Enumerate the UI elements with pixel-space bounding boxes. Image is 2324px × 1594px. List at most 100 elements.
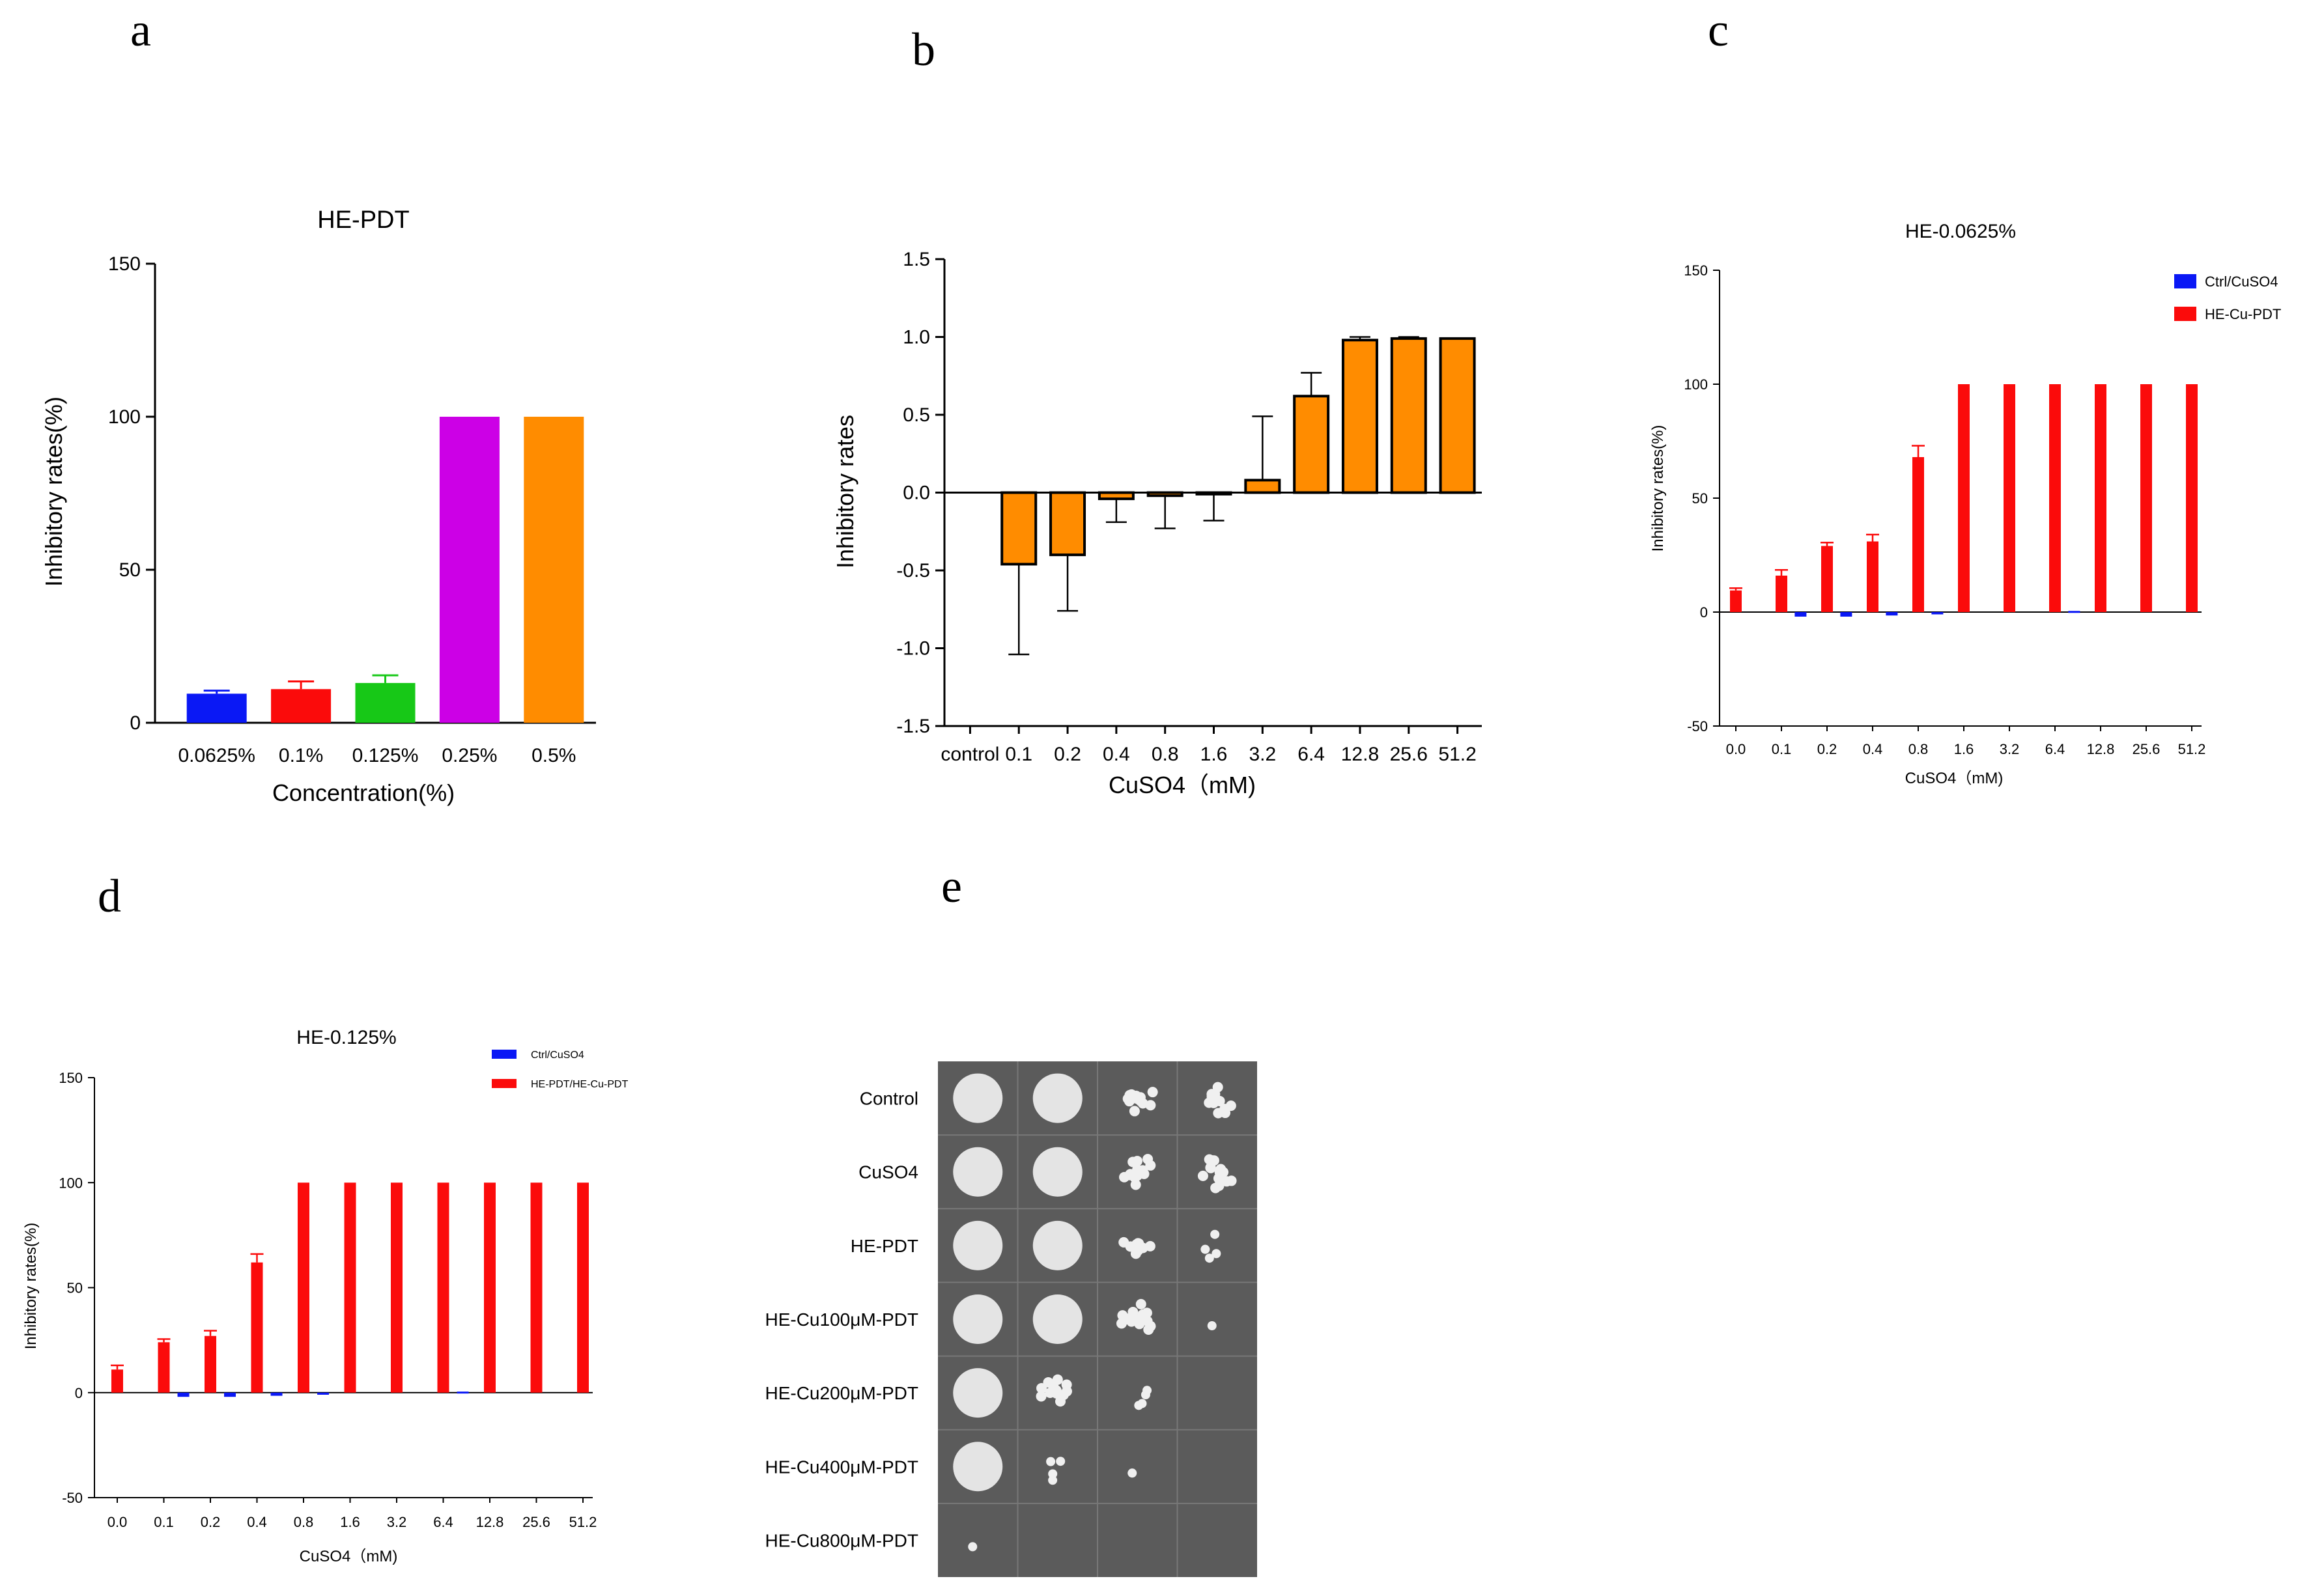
chart-d-legend-swatch-cu xyxy=(492,1079,517,1088)
chart-c-y-tick-label: -50 xyxy=(1687,718,1708,734)
plate-colony xyxy=(1145,1160,1156,1171)
chart-d-legend-cu: HE-PDT/HE-Cu-PDT xyxy=(531,1079,629,1090)
chart-d-bar-s1-5 xyxy=(344,1182,356,1393)
chart-b-y-tick-label: -1.0 xyxy=(896,638,930,660)
chart-a-bar-2 xyxy=(355,682,416,723)
chart-d-x-tick-label-2: 0.2 xyxy=(201,1514,221,1530)
chart-c-bar-s1-7 xyxy=(2049,384,2061,612)
plate-spot-solid xyxy=(953,1368,1003,1418)
chart-d-y-tick-label: 150 xyxy=(59,1070,83,1086)
plate-colony xyxy=(1052,1388,1063,1399)
plate-spot-solid xyxy=(953,1442,1003,1492)
chart-c-bar-s0-3 xyxy=(1886,612,1898,616)
chart-c-bar-s1-5 xyxy=(1958,384,1970,612)
plate-colony xyxy=(1124,1089,1135,1100)
chart-c-y-tick-label: 0 xyxy=(1700,604,1708,621)
plate-colony xyxy=(1048,1475,1058,1485)
chart-c-bar-s0-2 xyxy=(1840,612,1852,617)
plate-spot-solid xyxy=(1032,1294,1083,1344)
chart-b-y-tick-label: -0.5 xyxy=(896,560,930,581)
chart-d-x-tick-label-1: 0.1 xyxy=(154,1514,174,1530)
chart-b-x-tick-label-7: 6.4 xyxy=(1297,744,1325,765)
chart-b-x-tick-label-2: 0.2 xyxy=(1054,744,1081,765)
plate-row-label-5: HE-Cu400μM-PDT xyxy=(765,1457,918,1477)
chart-c-bar-s0-4 xyxy=(1931,612,1944,615)
plate-colony xyxy=(1127,1468,1137,1478)
plate-colony xyxy=(1147,1087,1158,1098)
chart-c-x-tick-label-6: 3.2 xyxy=(2000,741,2020,757)
plate-colony xyxy=(1200,1244,1210,1254)
plate-colony xyxy=(1210,1229,1220,1239)
chart-d-xlabel: CuSO4（mM) xyxy=(300,1548,398,1565)
chart-d-x-tick-label-7: 6.4 xyxy=(433,1514,453,1530)
chart-c-legend-swatch-ctrl xyxy=(2174,274,2196,288)
plate-colony xyxy=(1212,1082,1223,1093)
chart-c-legend-swatch-cu xyxy=(2174,307,2196,321)
panel-letter-d: d xyxy=(98,870,121,922)
plate-colony xyxy=(1135,1298,1146,1309)
chart-a-bar-1 xyxy=(271,689,332,723)
plate-colony xyxy=(1046,1457,1056,1466)
chart-b-bar-4 xyxy=(1146,491,1183,497)
chart-b-bar-5 xyxy=(1195,491,1232,496)
chart-d-legend-ctrl: Ctrl/CuSO4 xyxy=(531,1050,584,1061)
chart-a-x-tick-label-1: 0.1% xyxy=(279,745,323,766)
chart-b-x-tick-label-3: 0.4 xyxy=(1103,744,1130,765)
chart-c-y-tick-label: 50 xyxy=(1692,490,1708,507)
plate-spot-solid xyxy=(953,1220,1003,1270)
chart-d-y-tick-label: 100 xyxy=(59,1175,83,1191)
chart-b: Inhibitory rates CuSO4（mM) -1.5 -1.0 -0.5 0… xyxy=(832,249,1482,798)
panel-letter-b: b xyxy=(912,23,935,76)
chart-b-bar-3 xyxy=(1098,491,1135,501)
chart-a-y-tick-label: 50 xyxy=(119,559,141,581)
chart-a-y-tick-label: 100 xyxy=(108,406,141,428)
chart-d-x-tick-label-4: 0.8 xyxy=(294,1514,314,1530)
chart-b-x-tick-label-10: 51.2 xyxy=(1438,744,1476,765)
chart-a-x-tick-label-3: 0.25% xyxy=(442,745,497,766)
plate-row-label-0: Control xyxy=(860,1089,918,1109)
chart-d-legend-swatch-ctrl xyxy=(492,1050,517,1059)
plate-row-label-4: HE-Cu200μM-PDT xyxy=(765,1383,918,1403)
plate-colony xyxy=(1204,1253,1214,1263)
chart-c-x-tick-label-1: 0.1 xyxy=(1772,741,1792,757)
chart-d-x-tick-label-10: 51.2 xyxy=(569,1514,597,1530)
chart-a-ylabel: Inhibitory rates(%) xyxy=(40,397,67,587)
plate-spot-solid xyxy=(953,1147,1003,1197)
plate-colony xyxy=(1048,1469,1058,1479)
plate-colony xyxy=(1141,1390,1150,1399)
chart-b-y-tick-label: 0.0 xyxy=(903,482,930,504)
chart-b-x-tick-label-5: 1.6 xyxy=(1200,744,1228,765)
chart-b-y-tick-label: -1.5 xyxy=(896,716,930,737)
chart-d-x-tick-label-5: 1.6 xyxy=(340,1514,360,1530)
chart-d-x-tick-label-0: 0.0 xyxy=(107,1514,128,1530)
chart-a-y-tick-label: 0 xyxy=(130,712,141,734)
chart-d-y-tick-label: 50 xyxy=(67,1280,83,1296)
chart-c-title: HE-0.0625% xyxy=(1905,221,2016,242)
chart-b-xlabel: CuSO4（mM) xyxy=(1109,772,1256,798)
chart-b-x-tick-label-1: 0.1 xyxy=(1005,744,1032,765)
plate-spot-solid xyxy=(1032,1073,1083,1123)
chart-a-xlabel: Concentration(%) xyxy=(272,779,455,806)
chart-d-y-tick-label: 0 xyxy=(75,1385,83,1401)
chart-d-ylabel: Inhibitory rates(%) xyxy=(22,1223,40,1350)
chart-c-bar-s0-7 xyxy=(2068,611,2080,613)
plate-colony xyxy=(1036,1391,1047,1402)
chart-b-bar-2 xyxy=(1049,491,1086,557)
chart-c-x-tick-label-3: 0.4 xyxy=(1863,741,1883,757)
chart-a-bar-4 xyxy=(524,417,584,723)
chart-c-bar-s1-9 xyxy=(2140,384,2152,612)
chart-c-legend-ctrl: Ctrl/CuSO4 xyxy=(2205,273,2278,290)
chart-b-x-tick-label-8: 12.8 xyxy=(1341,744,1379,765)
chart-c-x-tick-label-0: 0.0 xyxy=(1726,741,1746,757)
plate-colony xyxy=(1135,1092,1146,1103)
chart-b-x-tick-label-0: control xyxy=(941,744,999,765)
chart-a-x-tick-label-0: 0.0625% xyxy=(178,745,255,766)
plate-colony xyxy=(1129,1172,1141,1183)
chart-b-x-tick-label-6: 3.2 xyxy=(1249,744,1276,765)
chart-c: HE-0.0625% Inhibitory rates(%) CuSO4（mM)… xyxy=(1649,221,2281,787)
chart-d-x-tick-label-6: 3.2 xyxy=(387,1514,407,1530)
chart-d-bar-s1-8 xyxy=(484,1182,496,1393)
plate-colony xyxy=(1144,1240,1155,1251)
chart-d-bar-s1-7 xyxy=(437,1182,449,1393)
